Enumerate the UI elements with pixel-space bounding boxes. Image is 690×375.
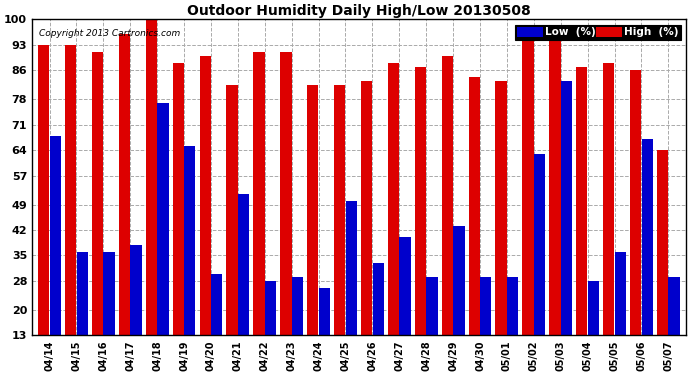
Bar	[92, 52, 104, 335]
Bar	[426, 277, 437, 335]
Bar	[603, 63, 614, 335]
Bar	[253, 52, 265, 335]
Bar	[615, 252, 626, 335]
Bar	[65, 45, 77, 335]
Bar	[334, 85, 345, 335]
Bar	[415, 66, 426, 335]
Bar	[265, 281, 276, 335]
Bar	[576, 66, 587, 335]
Bar	[199, 56, 211, 335]
Bar	[119, 34, 130, 335]
Bar	[307, 85, 319, 335]
Bar	[534, 154, 545, 335]
Bar	[184, 147, 195, 335]
Bar	[388, 63, 399, 335]
Bar	[373, 263, 384, 335]
Bar	[211, 274, 222, 335]
Bar	[280, 52, 292, 335]
Bar	[442, 56, 453, 335]
Legend: Low  (%), High  (%): Low (%), High (%)	[515, 24, 680, 39]
Bar	[642, 139, 653, 335]
Bar	[522, 27, 533, 335]
Bar	[469, 78, 480, 335]
Bar	[507, 277, 518, 335]
Bar	[453, 226, 464, 335]
Bar	[238, 194, 249, 335]
Bar	[38, 45, 50, 335]
Bar	[292, 277, 303, 335]
Bar	[50, 136, 61, 335]
Bar	[588, 281, 599, 335]
Text: Copyright 2013 Cartronics.com: Copyright 2013 Cartronics.com	[39, 29, 180, 38]
Bar	[130, 244, 141, 335]
Bar	[400, 237, 411, 335]
Bar	[669, 277, 680, 335]
Bar	[657, 150, 668, 335]
Bar	[630, 70, 641, 335]
Bar	[361, 81, 372, 335]
Bar	[346, 201, 357, 335]
Bar	[495, 81, 506, 335]
Bar	[319, 288, 330, 335]
Bar	[77, 252, 88, 335]
Bar	[226, 85, 238, 335]
Bar	[157, 103, 168, 335]
Bar	[480, 277, 491, 335]
Title: Outdoor Humidity Daily High/Low 20130508: Outdoor Humidity Daily High/Low 20130508	[187, 4, 531, 18]
Bar	[549, 30, 560, 335]
Bar	[146, 20, 157, 335]
Bar	[172, 63, 184, 335]
Bar	[104, 252, 115, 335]
Bar	[561, 81, 572, 335]
